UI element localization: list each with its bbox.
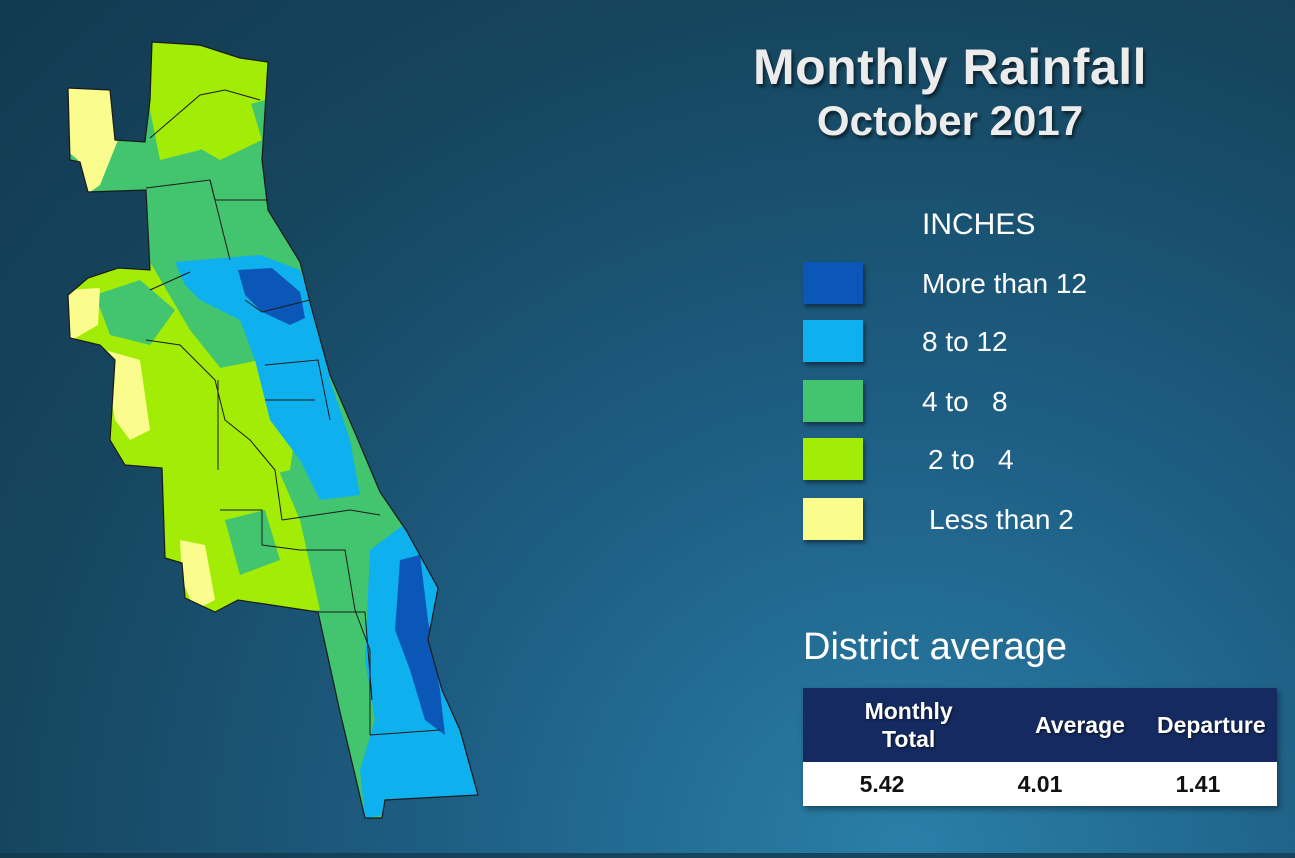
legend-item-4-to-8: 4 to 8: [803, 380, 1223, 424]
legend-title: INCHES: [922, 208, 1036, 241]
value-average: 4.01: [1017, 770, 1063, 797]
rainfall-map-svg: [67, 41, 479, 819]
legend-label: Less than 2: [929, 504, 1074, 535]
header-average: Average: [1035, 712, 1125, 738]
header-departure: Departure: [1156, 712, 1266, 738]
legend-label: 4 to 8: [922, 386, 1008, 417]
page-subtitle: October 2017: [816, 97, 1084, 144]
header-monthly-total: Monthly Total: [864, 698, 953, 752]
stats-value-row: 5.42 4.01 1.41: [803, 762, 1277, 806]
legend-label: 8 to 12: [922, 326, 1008, 357]
legend-swatch: [803, 320, 863, 362]
district-stats-table: Monthly Total Average Departure 5.42 4.0…: [803, 688, 1277, 806]
zone-less-than-2-nw: [68, 86, 118, 195]
zone-2-to-4-midnorth: [185, 95, 262, 160]
page-title: Monthly Rainfall: [752, 39, 1148, 95]
district-average-title: District average: [803, 626, 1067, 668]
zone-more-than-12-north: [238, 268, 305, 325]
legend-item-2-to-4: 2 to 4: [803, 438, 1223, 482]
legend-label: 2 to 4: [928, 444, 1014, 475]
zone-4-to-8-west-patch: [95, 280, 175, 345]
stats-header-row: Monthly Total Average Departure: [803, 688, 1277, 762]
legend-swatch: [803, 380, 863, 422]
county-boundaries: [145, 89, 441, 736]
zone-4-to-8-south-patch: [225, 510, 280, 575]
zone-less-than-2-west: [68, 288, 100, 340]
legend-item-8-to-12: 8 to 12: [803, 320, 1223, 364]
legend-swatch: [803, 498, 863, 540]
zone-more-than-12-south: [395, 555, 445, 735]
legend-item-less-than-2: Less than 2: [803, 498, 1223, 542]
legend-swatch: [803, 438, 863, 480]
rainfall-map: [0, 0, 560, 853]
legend-item-more-than-12: More than 12: [803, 262, 1223, 306]
legend-swatch: [803, 262, 863, 304]
value-monthly-total: 5.42: [859, 770, 905, 797]
zone-less-than-2-mid: [105, 350, 150, 440]
zone-less-than-2-south: [180, 540, 215, 610]
title-block: Monthly Rainfall October 2017: [700, 38, 1200, 146]
legend-label: More than 12: [922, 268, 1087, 299]
value-departure: 1.41: [1175, 770, 1221, 797]
